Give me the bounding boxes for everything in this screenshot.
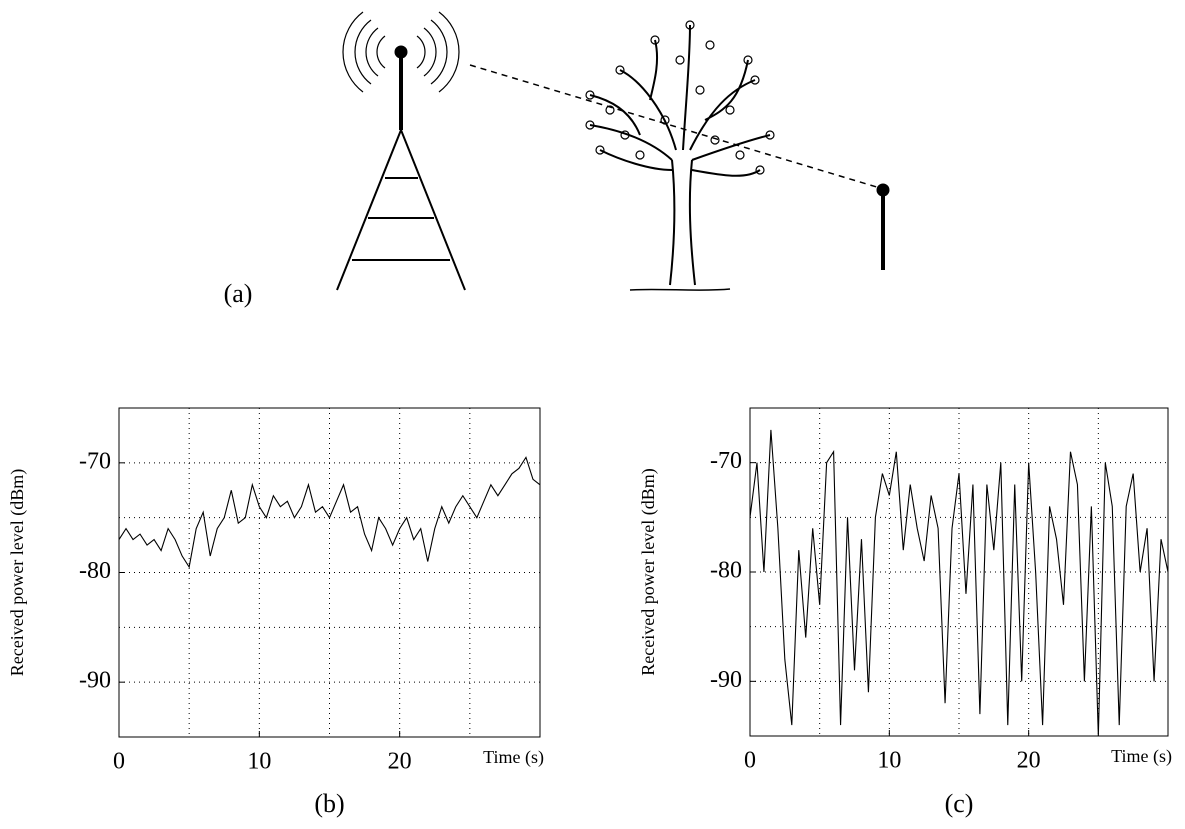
ground: [629, 288, 731, 291]
signal-path: [469, 64, 881, 189]
y-tick-label: -90: [710, 667, 742, 693]
receiver-antenna: [876, 183, 890, 197]
diagram-label: (a): [224, 279, 253, 308]
antenna: [394, 45, 408, 59]
x-tick-label: 10: [247, 749, 271, 775]
y-axis-label: Received power level (dBm): [638, 468, 659, 675]
diagram: [336, 11, 890, 291]
x-tick-label: 0: [744, 748, 756, 774]
tree: [589, 24, 771, 286]
x-tick-label: 0: [113, 749, 125, 775]
x-tick-label: 20: [388, 749, 412, 775]
caption: (c): [945, 789, 974, 818]
y-tick-label: -90: [79, 668, 111, 694]
leaves: [585, 20, 775, 175]
data-line: [749, 429, 1169, 737]
x-tick-label: 20: [1017, 748, 1041, 774]
x-axis-label: Time (s): [483, 747, 544, 768]
waves: [342, 11, 460, 93]
y-tick-label: -70: [710, 448, 742, 474]
caption: (b): [314, 789, 344, 818]
x-axis-label: Time (s): [1111, 746, 1172, 767]
y-tick-label: -80: [79, 558, 111, 584]
data-line: [118, 456, 541, 569]
y-tick-label: -70: [79, 448, 111, 474]
y-axis-label: Received power level (dBm): [7, 469, 28, 676]
y-tick-label: -80: [710, 558, 742, 584]
x-tick-label: 10: [877, 748, 901, 774]
